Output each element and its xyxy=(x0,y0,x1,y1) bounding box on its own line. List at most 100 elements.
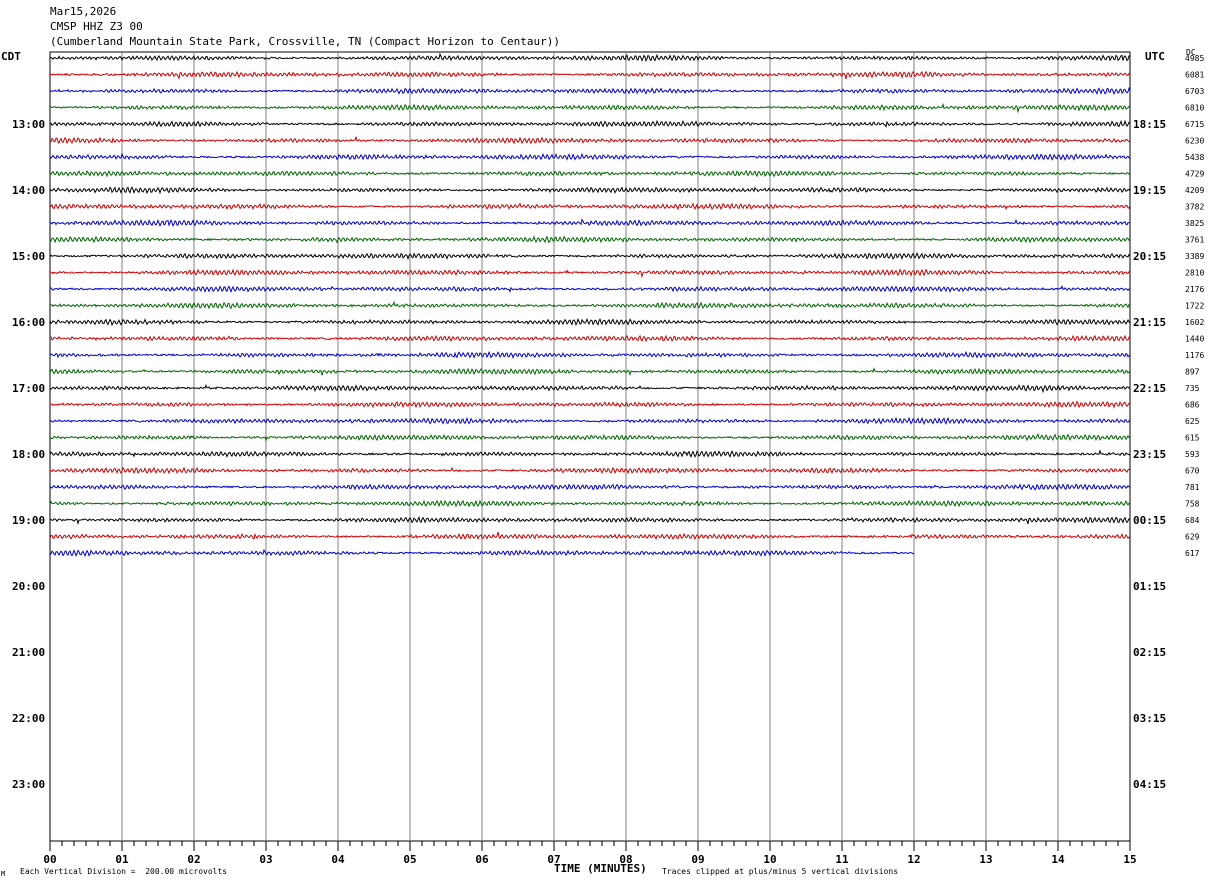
trace-row xyxy=(49,152,1131,161)
dc-offset-label: 3782 xyxy=(1185,203,1204,212)
trace-row xyxy=(49,449,1131,458)
left-hour-label: 17:00 xyxy=(12,382,45,395)
x-tick-label: 00 xyxy=(43,853,56,866)
dc-offset-label: 1722 xyxy=(1185,302,1204,311)
dc-offset-label: 1602 xyxy=(1185,318,1204,327)
left-hour-label: 14:00 xyxy=(12,184,45,197)
dc-offset-label: 2810 xyxy=(1185,269,1204,278)
left-hour-label: 20:00 xyxy=(12,580,45,593)
dc-offset-label: 593 xyxy=(1185,450,1200,459)
right-hour-label: 04:15 xyxy=(1133,778,1166,791)
dc-offset-label: 4729 xyxy=(1185,170,1204,179)
dc-column-label: DC xyxy=(1186,48,1196,57)
trace-row xyxy=(49,135,1131,145)
x-tick-label: 11 xyxy=(835,853,849,866)
dc-offset-label: 3389 xyxy=(1185,252,1204,261)
corner-mark: M xyxy=(1,870,6,878)
x-tick-label: 10 xyxy=(763,853,776,866)
x-tick-label: 04 xyxy=(331,853,345,866)
trace-row xyxy=(49,268,1131,279)
x-tick-label: 05 xyxy=(403,853,416,866)
dc-offset-label: 3825 xyxy=(1185,219,1204,228)
dc-offset-label: 781 xyxy=(1185,483,1200,492)
left-hour-label: 22:00 xyxy=(12,712,45,725)
right-hour-label: 03:15 xyxy=(1133,712,1166,725)
left-hour-label: 23:00 xyxy=(12,778,45,791)
dc-offset-label: 6703 xyxy=(1185,87,1204,96)
x-axis-title: TIME (MINUTES) xyxy=(554,862,647,875)
trace-row xyxy=(49,284,1131,294)
right-hour-label: 21:15 xyxy=(1133,316,1166,329)
trace-row xyxy=(49,548,915,558)
trace-row xyxy=(49,102,1131,114)
trace-row xyxy=(49,202,1131,211)
trace-row xyxy=(49,466,1131,475)
x-tick-label: 13 xyxy=(979,853,992,866)
dc-offset-label: 686 xyxy=(1185,401,1200,410)
left-hour-label: 15:00 xyxy=(12,250,45,263)
x-tick-label: 14 xyxy=(1051,853,1065,866)
left-hour-label: 19:00 xyxy=(12,514,45,527)
trace-row xyxy=(49,119,1131,128)
dc-offset-label: 735 xyxy=(1185,384,1200,393)
right-hour-label: 01:15 xyxy=(1133,580,1166,593)
x-tick-label: 09 xyxy=(691,853,704,866)
plot-frame xyxy=(49,51,1131,842)
dc-offset-label: 617 xyxy=(1185,549,1200,558)
right-hour-label: 23:15 xyxy=(1133,448,1166,461)
x-tick-label: 01 xyxy=(115,853,129,866)
dc-offset-label: 1440 xyxy=(1185,335,1204,344)
trace-row xyxy=(49,531,1131,541)
trace-row xyxy=(49,400,1131,409)
dc-offset-label: 625 xyxy=(1185,417,1200,426)
trace-row xyxy=(49,169,1131,178)
trace-row xyxy=(49,251,1131,261)
left-timezone-label: CDT xyxy=(1,50,21,63)
dc-offset-label: 1176 xyxy=(1185,351,1204,360)
dc-offset-label: 897 xyxy=(1185,368,1200,377)
dc-offset-label: 684 xyxy=(1185,516,1200,525)
left-hour-label: 18:00 xyxy=(12,448,45,461)
trace-row xyxy=(49,416,1131,425)
dc-offset-label: 758 xyxy=(1185,500,1200,509)
dc-offset-label: 2176 xyxy=(1185,285,1204,294)
left-hour-label: 13:00 xyxy=(12,118,45,131)
dc-offset-label: 5438 xyxy=(1185,153,1204,162)
trace-row xyxy=(49,317,1131,327)
right-hour-label: 18:15 xyxy=(1133,118,1166,131)
dc-offset-label: 4209 xyxy=(1185,186,1204,195)
right-hour-label: 20:15 xyxy=(1133,250,1166,263)
dc-offset-label: 6081 xyxy=(1185,71,1204,80)
right-hour-label: 22:15 xyxy=(1133,382,1166,395)
trace-row xyxy=(49,52,1131,63)
dc-offset-label: 6715 xyxy=(1185,120,1204,129)
trace-row xyxy=(49,334,1131,343)
right-hour-label: 02:15 xyxy=(1133,646,1166,659)
dc-offset-label: 615 xyxy=(1185,434,1200,443)
trace-row xyxy=(49,483,1131,491)
dc-offset-label: 4985 xyxy=(1185,54,1204,63)
x-tick-label: 08 xyxy=(619,853,632,866)
x-tick-label: 12 xyxy=(907,853,920,866)
x-tick-label: 07 xyxy=(547,853,560,866)
trace-row xyxy=(49,70,1131,80)
trace-row xyxy=(49,367,1131,377)
trace-row xyxy=(49,350,1131,360)
dc-offset-label: 3761 xyxy=(1185,236,1204,245)
station-description: (Cumberland Mountain State Park, Crossvi… xyxy=(50,35,560,48)
trace-row xyxy=(49,300,1131,310)
trace-row xyxy=(49,235,1131,244)
right-timezone-label: UTC xyxy=(1145,50,1165,63)
dc-offset-label: 670 xyxy=(1185,467,1200,476)
scale-note: Each Vertical Division = 200.00 microvol… xyxy=(20,867,228,876)
clip-note: Traces clipped at plus/minus 5 vertical … xyxy=(662,867,899,876)
dc-offset-label: 629 xyxy=(1185,533,1200,542)
x-tick-label: 06 xyxy=(475,853,489,866)
dc-offset-label: 6230 xyxy=(1185,137,1204,146)
channel-id: CMSP HHZ Z3 00 xyxy=(50,20,143,33)
trace-row xyxy=(49,499,1131,508)
x-tick-label: 15 xyxy=(1123,853,1136,866)
x-tick-label: 03 xyxy=(259,853,272,866)
plot-date: Mar15,2026 xyxy=(50,5,117,18)
